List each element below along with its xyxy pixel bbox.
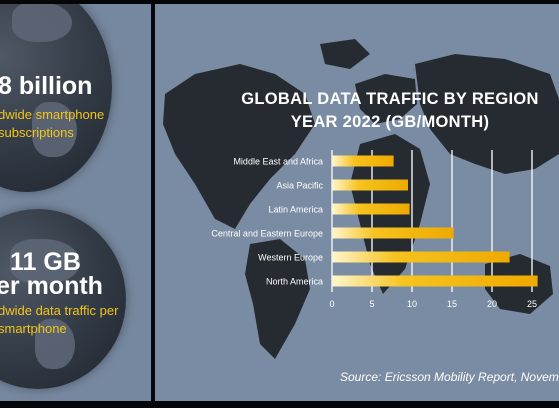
category-label: Asia Pacific [276, 181, 323, 191]
source-note: Source: Ericsson Mobility Report, Novemb [340, 370, 559, 384]
x-tick-label: 0 [329, 299, 334, 309]
bar [332, 227, 454, 239]
europe-shape [355, 74, 417, 124]
top-frame [0, 0, 559, 4]
bar [332, 179, 408, 191]
category-label: Middle East and Africa [233, 157, 323, 167]
bar [332, 203, 410, 215]
x-tick-label: 15 [447, 299, 457, 309]
stat-traffic-unit: er month [0, 272, 103, 300]
stat-subscriptions-desc-line2: subscriptions [0, 125, 74, 140]
north-america-shape [163, 64, 315, 229]
x-tick-label: 25 [527, 299, 537, 309]
asia-shape [415, 54, 559, 174]
category-label: Central and Eastern Europe [211, 229, 323, 239]
x-tick-label: 5 [369, 299, 374, 309]
bar [332, 155, 394, 167]
stat-traffic-desc-line2: smartphone [0, 321, 67, 336]
greenland-shape [320, 39, 370, 69]
right-panel: GLOBAL DATA TRAFFIC BY REGION YEAR 2022 … [155, 4, 559, 401]
chart-title-line2: YEAR 2022 (GB/MONTH) [290, 113, 490, 131]
stat-traffic-value: 11 GB [10, 248, 81, 276]
chart-title-line1: GLOBAL DATA TRAFFIC BY REGION [241, 90, 539, 108]
south-america-shape [245, 239, 310, 359]
bar-chart: 0 5 10 15 20 25 Middle East and Africa Asia Pac… [211, 150, 538, 309]
category-label: Latin America [268, 205, 323, 215]
bottom-frame [0, 401, 559, 408]
category-label: North America [266, 277, 323, 287]
category-label: Western Europe [258, 253, 323, 263]
left-panel: 8 billion dwide smartphone subscriptions… [0, 4, 151, 401]
bar [332, 275, 538, 287]
stat-traffic-desc-line1: dwide data traffic per [0, 303, 119, 318]
bar [332, 251, 510, 263]
stat-subscriptions-value: 8 billion [0, 72, 93, 100]
x-tick-label: 10 [407, 299, 417, 309]
panel-divider [151, 4, 155, 401]
x-tick-label: 20 [487, 299, 497, 309]
stat-subscriptions-desc-line1: dwide smartphone [0, 107, 105, 122]
chart-title: GLOBAL DATA TRAFFIC BY REGION YEAR 2022 … [215, 88, 559, 134]
